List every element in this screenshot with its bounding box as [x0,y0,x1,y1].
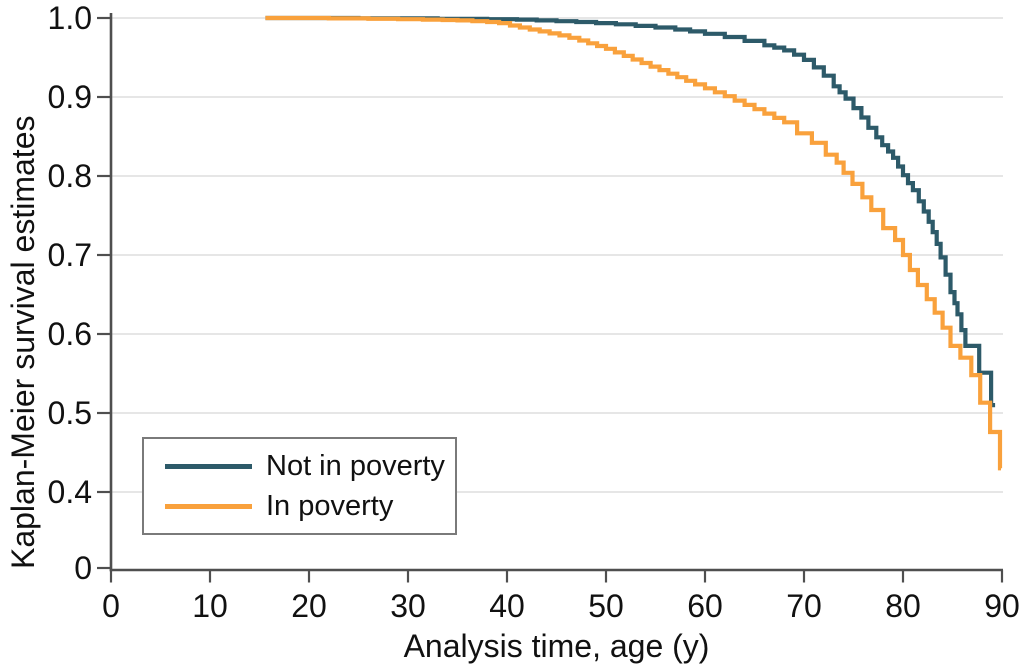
x-tick-label: 30 [390,588,426,624]
x-tick-label: 10 [192,588,228,624]
y-axis-title: Kaplan-Meier survival estimates [5,115,41,569]
series-line-not-in-poverty [265,15,996,408]
y-tick-label: 0.7 [48,237,92,273]
legend-line-swatch-not-in-poverty [165,463,252,469]
x-tick-label: 40 [489,588,525,624]
x-tick-label: 90 [984,588,1020,624]
series-line-in-poverty [265,15,1003,471]
legend-item-not-in-poverty: Not in poverty [165,449,455,482]
x-tick-label: 0 [102,588,120,624]
x-tick-label: 60 [687,588,723,624]
legend-item-in-poverty: In poverty [165,489,455,522]
legend-label-in-poverty: In poverty [266,489,394,522]
y-tick-label: 0.6 [48,316,92,352]
legend: Not in poverty In poverty [142,437,457,535]
y-tick-label: 0.5 [48,395,92,431]
legend-line-swatch-in-poverty [165,503,252,509]
y-tick-label: 0 [74,550,92,586]
legend-label-not-in-poverty: Not in poverty [266,449,445,482]
x-tick-label: 50 [588,588,624,624]
x-tick-label: 70 [786,588,822,624]
y-tick-label: 0.4 [48,474,92,510]
y-tick-label: 1.0 [48,0,92,36]
y-tick-label: 0.8 [48,158,92,194]
y-tick-label: 0.9 [48,79,92,115]
x-tick-label: 80 [885,588,921,624]
x-axis-title: Analysis time, age (y) [403,628,710,664]
x-tick-label: 20 [291,588,327,624]
